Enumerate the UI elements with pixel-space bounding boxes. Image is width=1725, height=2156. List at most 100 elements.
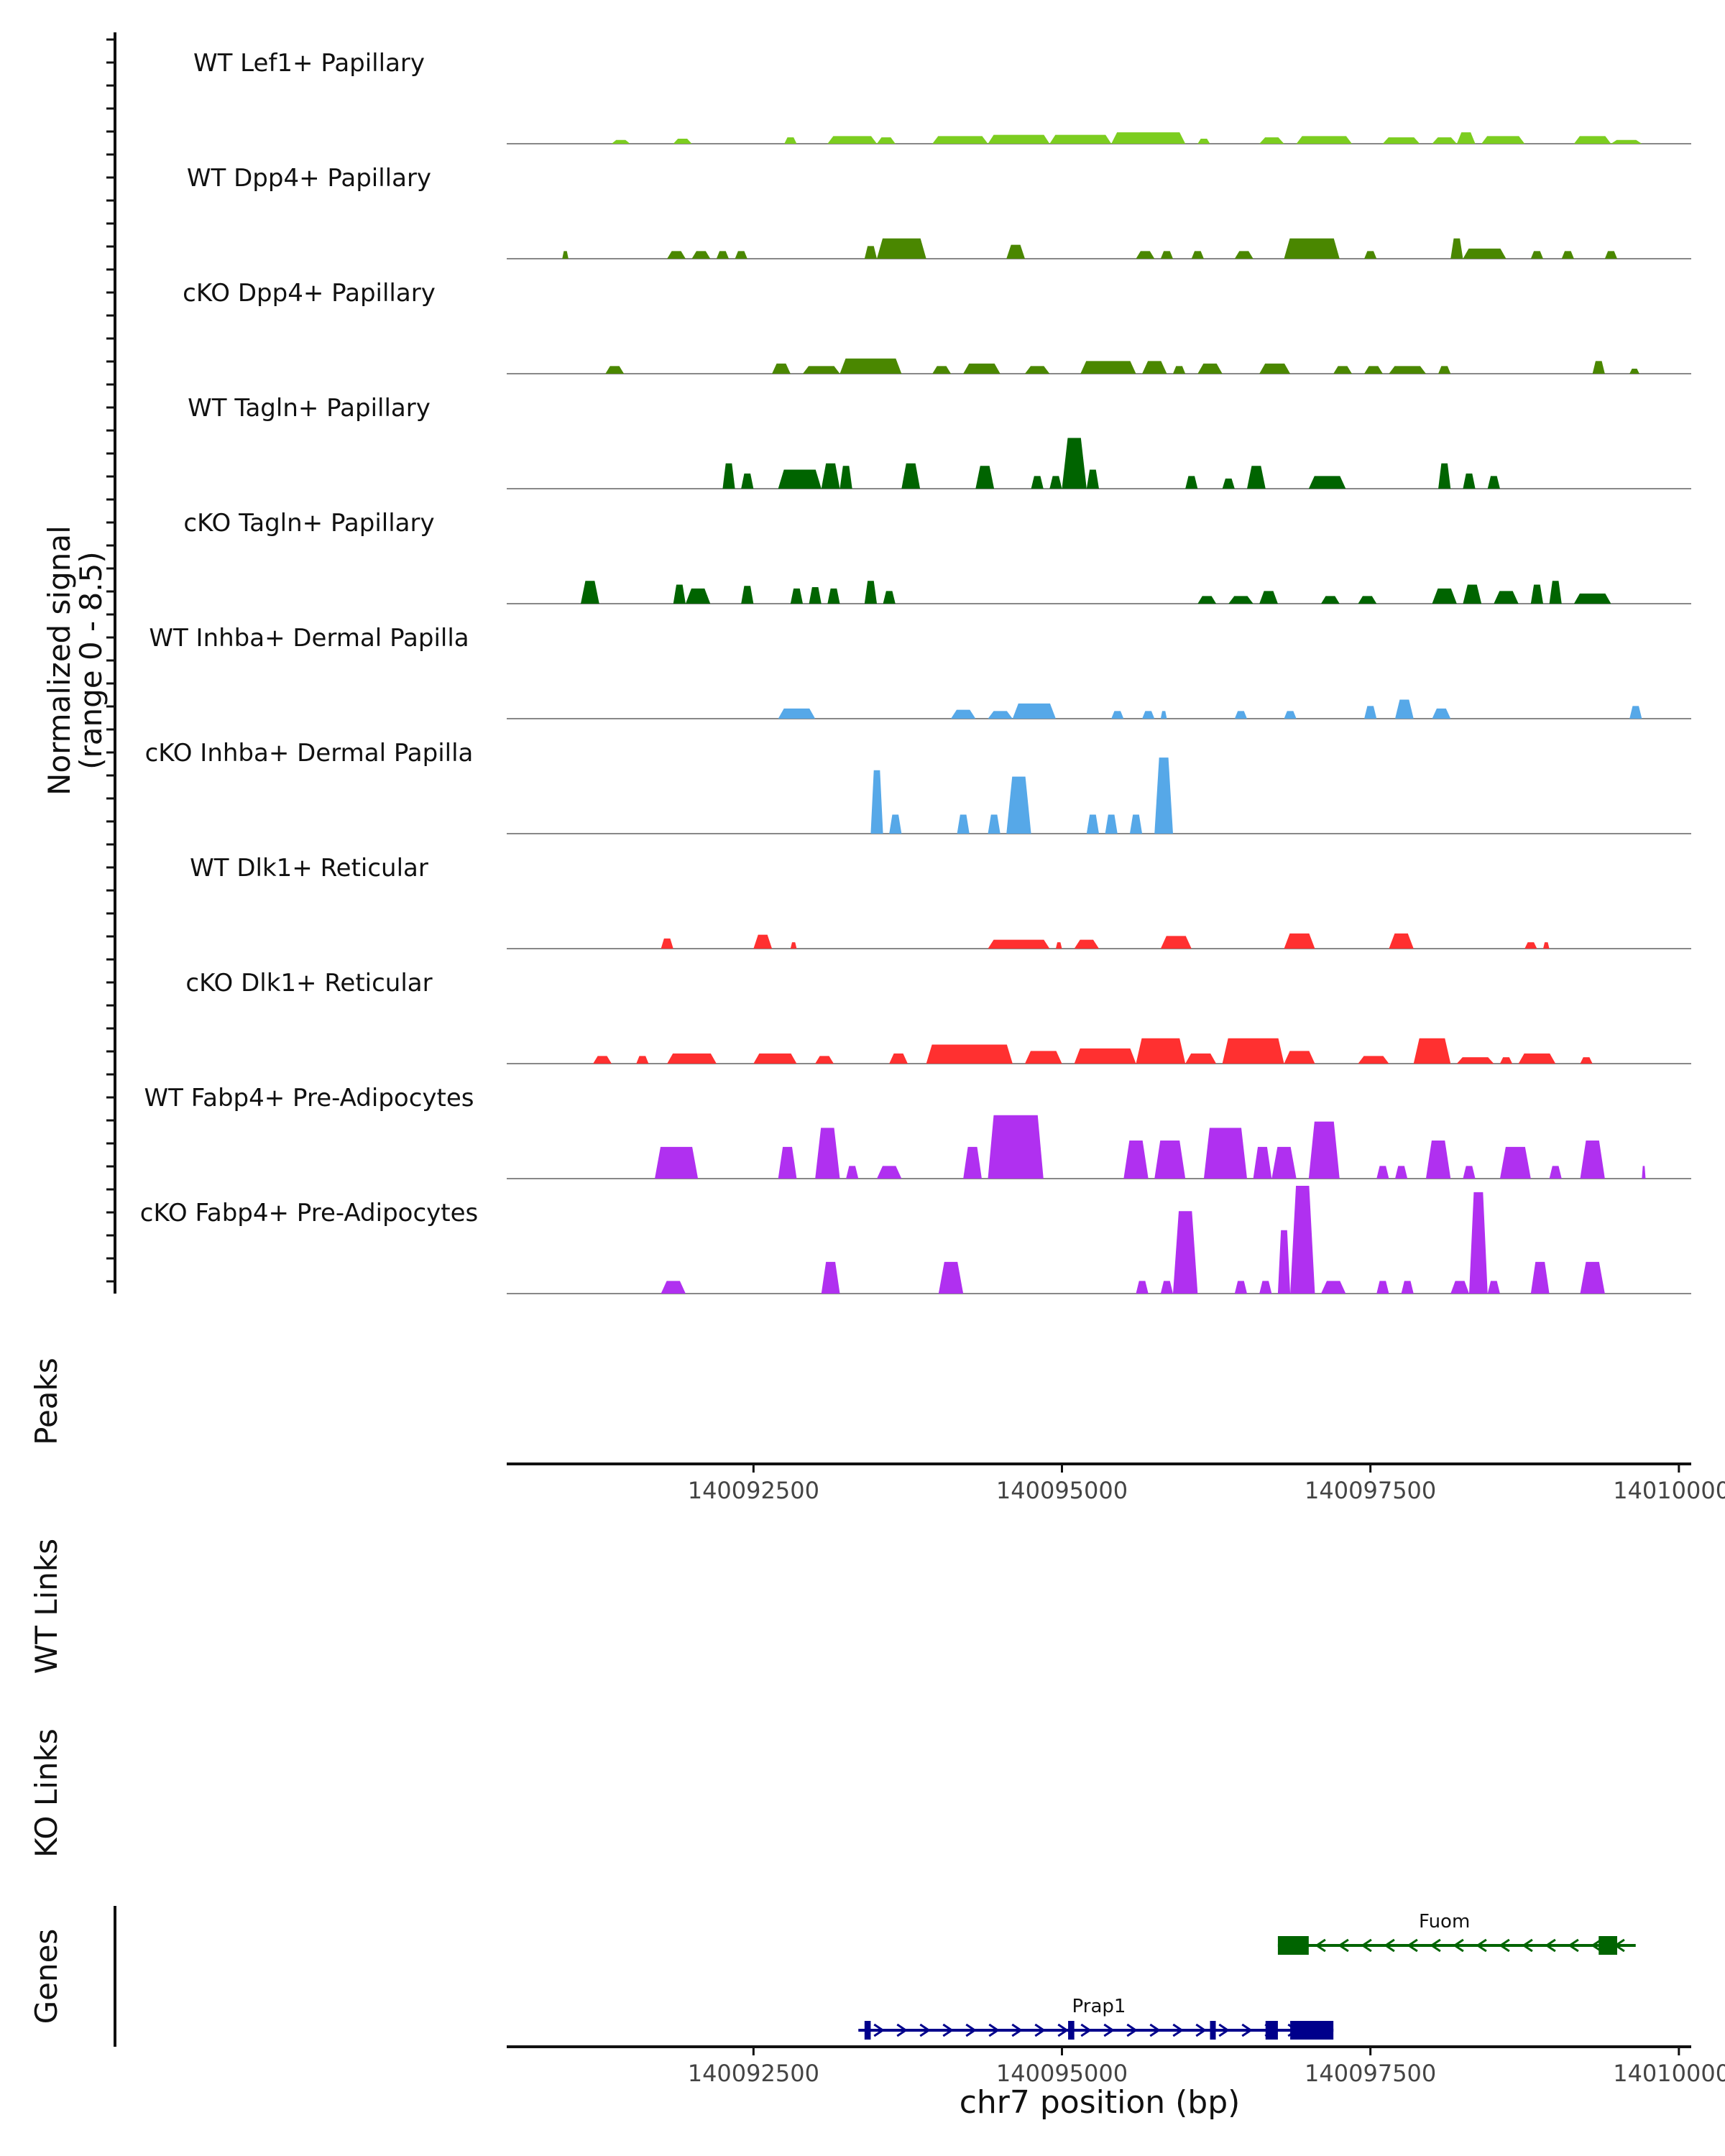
gene-exon	[864, 2021, 871, 2040]
signal-peak	[1049, 476, 1062, 489]
gene-fuom	[1277, 1936, 1636, 1955]
signal-peak	[741, 586, 754, 604]
signal-peak	[988, 1115, 1044, 1179]
signal-peak	[1487, 1281, 1500, 1294]
signal-peak	[1203, 1128, 1247, 1179]
signal-peak	[1296, 136, 1352, 144]
signal-peak	[1142, 711, 1155, 719]
signal-peak	[803, 366, 840, 374]
signal-peak	[938, 1261, 964, 1294]
signal-peak	[1573, 593, 1611, 604]
signal-peak	[1456, 132, 1476, 144]
strand-arrow	[1315, 1938, 1326, 1953]
signal-peak	[1228, 596, 1254, 604]
signal-peak	[1321, 596, 1340, 604]
track-11	[507, 1186, 1691, 1294]
signal-peak	[1432, 137, 1457, 144]
signal-peak	[951, 709, 976, 719]
track-label: WT Fabp4+ Pre-Adipocytes	[144, 1084, 474, 1112]
track-label: cKO Dpp4+ Papillary	[183, 279, 436, 308]
strand-arrow	[1080, 2023, 1092, 2037]
signal-peak	[1173, 366, 1186, 374]
signal-peak	[1142, 361, 1167, 374]
signal-peak	[1154, 757, 1173, 834]
signal-peak	[1456, 1057, 1494, 1064]
signal-peak	[1253, 1146, 1272, 1179]
signal-peak	[611, 139, 630, 144]
signal-peak	[636, 1056, 649, 1064]
strand-arrow	[1149, 2023, 1161, 2037]
signal-peak	[593, 1056, 612, 1064]
gene-name-label: Prap1	[1072, 1996, 1126, 2017]
signal-peak	[1543, 942, 1550, 949]
signal-peak	[877, 137, 896, 144]
signal-peak	[1086, 814, 1099, 834]
signal-peak	[1160, 251, 1173, 259]
signal-peak	[827, 136, 877, 144]
signal-peak	[673, 584, 686, 604]
signal-peak	[1222, 478, 1235, 489]
strand-arrow	[1568, 1938, 1579, 1953]
strand-arrow	[1361, 1938, 1372, 1953]
x-tick-label: 140097500	[1305, 1477, 1437, 1504]
gene-exon	[1265, 2021, 1278, 2040]
strand-arrow	[988, 2023, 1000, 2037]
track-5	[507, 581, 1691, 604]
signal-peak	[1389, 366, 1426, 374]
signal-peak	[1395, 1166, 1408, 1179]
strand-arrow	[1126, 2023, 1138, 2037]
signal-peak	[1580, 1261, 1605, 1294]
track-label: cKO Fabp4+ Pre-Adipocytes	[139, 1199, 479, 1227]
signal-peak	[1432, 708, 1451, 719]
track-6	[507, 699, 1691, 719]
signal-peak	[1438, 463, 1451, 489]
y-axis-title-range: (range 0 - 8.5)	[73, 551, 109, 770]
gene-exon	[1277, 1936, 1309, 1955]
strand-arrow	[965, 2023, 977, 2037]
signal-peak	[1364, 706, 1377, 719]
signal-peak	[1025, 1051, 1062, 1064]
signal-peak	[1160, 936, 1192, 949]
x-tick-label: 140100000	[1613, 2060, 1725, 2087]
signal-peak	[1259, 363, 1291, 374]
track-label: WT Tagln+ Papillary	[188, 394, 431, 423]
signal-peak	[1105, 814, 1118, 834]
strand-arrow	[1499, 1938, 1510, 1953]
signal-peak	[1629, 706, 1642, 719]
signal-peak	[1450, 238, 1463, 259]
x-tick-label: 140095000	[995, 2060, 1128, 2087]
signal-peak	[1012, 703, 1056, 719]
strand-arrow	[1034, 2023, 1046, 2037]
track-label: cKO Tagln+ Papillary	[183, 509, 435, 538]
track-1	[507, 132, 1691, 144]
strand-arrow	[1103, 2023, 1115, 2037]
signal-peak	[1580, 1141, 1605, 1179]
signal-peak	[975, 466, 995, 489]
signal-peak	[963, 363, 1000, 374]
signal-peak	[667, 1053, 717, 1064]
signal-peak	[1136, 1038, 1186, 1064]
signal-peak	[790, 942, 797, 949]
signal-peak	[815, 1056, 834, 1064]
track-label: WT Inhba+ Dermal Papilla	[149, 624, 469, 653]
signal-peak	[741, 473, 754, 489]
signal-peak	[1549, 581, 1562, 604]
signal-peak	[790, 588, 803, 604]
signal-peak	[1277, 1230, 1291, 1294]
signal-peak	[581, 581, 599, 604]
signal-peak	[1247, 466, 1266, 489]
signal-peak	[1031, 476, 1044, 489]
signal-peak	[932, 366, 951, 374]
signal-peak	[1333, 366, 1352, 374]
signal-peak	[1395, 699, 1414, 719]
genes-panel-label: Genes	[28, 1928, 64, 2024]
gene-exon	[1290, 2021, 1334, 2040]
signal-peak	[1234, 1281, 1247, 1294]
signal-peak	[1086, 469, 1099, 489]
track-label: cKO Inhba+ Dermal Papilla	[144, 739, 474, 768]
signal-peak	[1321, 1281, 1346, 1294]
signal-peak	[877, 1166, 902, 1179]
strand-arrow	[1591, 1938, 1602, 1953]
signal-peak	[1284, 1051, 1315, 1064]
